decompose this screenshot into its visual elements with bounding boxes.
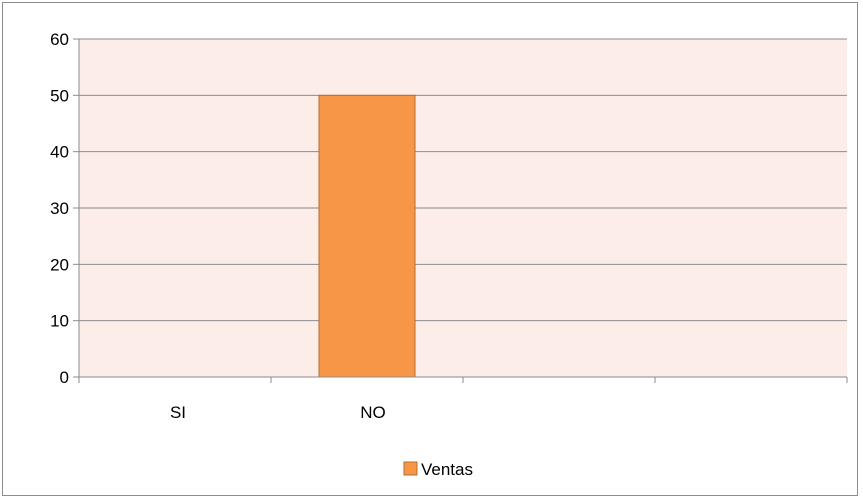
bar-chart: 0 10 20 30 40 50 60 SI NO Ventas (50, 30, 848, 479)
legend-label-ventas: Ventas (421, 460, 473, 479)
bars (318, 94, 416, 378)
y-tick-label: 50 (50, 86, 69, 105)
y-tick-labels: 0 10 20 30 40 50 60 (50, 30, 69, 387)
y-tick-label: 0 (60, 368, 69, 387)
x-tick-label-si: SI (170, 403, 186, 422)
y-tick-label: 30 (50, 199, 69, 218)
bar-no (318, 94, 416, 378)
y-tick-label: 20 (50, 255, 69, 274)
x-tick-label-no: NO (360, 403, 386, 422)
gridlines (73, 38, 847, 378)
x-tick-labels: SI NO (170, 403, 386, 422)
y-tick-label: 40 (50, 143, 69, 162)
y-tick-label: 60 (50, 30, 69, 49)
axes (78, 39, 848, 383)
chart-frame: 0 10 20 30 40 50 60 SI NO Ventas (2, 2, 858, 496)
legend: Ventas (403, 460, 473, 479)
y-tick-label: 10 (50, 312, 69, 331)
legend-swatch-ventas (403, 461, 418, 476)
